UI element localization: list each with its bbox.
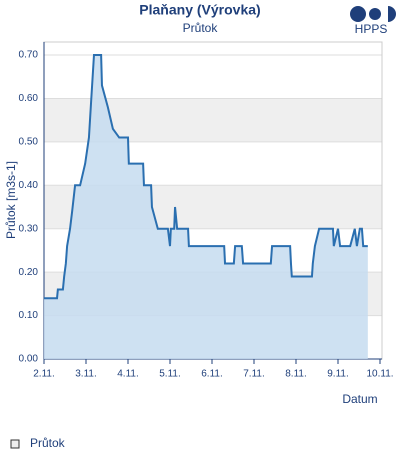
area (44, 55, 368, 359)
y-tick-label: 0.30 (19, 223, 39, 234)
x-tick-label: 5.11. (159, 369, 181, 380)
x-tick-label: 4.11. (117, 369, 139, 380)
x-tick-label: 2.11. (33, 369, 55, 380)
y-tick-label: 0.70 (19, 50, 39, 61)
logo-text: HPPS (355, 22, 388, 36)
y-axis-label: Průtok [m3s-1] (4, 161, 18, 239)
y-tick-label: 0.20 (19, 267, 39, 278)
chart-subtitle: Průtok (183, 21, 219, 35)
y-tick-label: 0.60 (19, 93, 39, 104)
logo-icon (350, 6, 396, 22)
x-tick-label: 7.11. (243, 369, 265, 380)
line (44, 54, 368, 300)
y-tick-label: 0.00 (19, 354, 39, 365)
plot-area: 0.00 0.10 0.20 0.30 0.40 0.50 0.60 0.70 2.11. 3.1… (19, 41, 394, 380)
x-tick-label: 6.11. (201, 369, 223, 380)
legend-label[interactable]: Průtok (30, 436, 66, 450)
y-tick-label: 0.10 (19, 310, 39, 321)
chart-title: Plaňany (Výrovka) (139, 2, 260, 18)
x-tick-label: 9.11. (327, 369, 349, 380)
x-tick-label: 3.11. (75, 369, 97, 380)
legend-swatch[interactable] (10, 439, 20, 449)
x-axis-label: Datum (342, 392, 377, 406)
y-tick-label: 0.40 (19, 180, 39, 191)
x-tick-label: 8.11. (285, 369, 307, 380)
y-tick-label: 0.50 (19, 137, 39, 148)
x-tick-label: 10.11. (366, 369, 393, 380)
